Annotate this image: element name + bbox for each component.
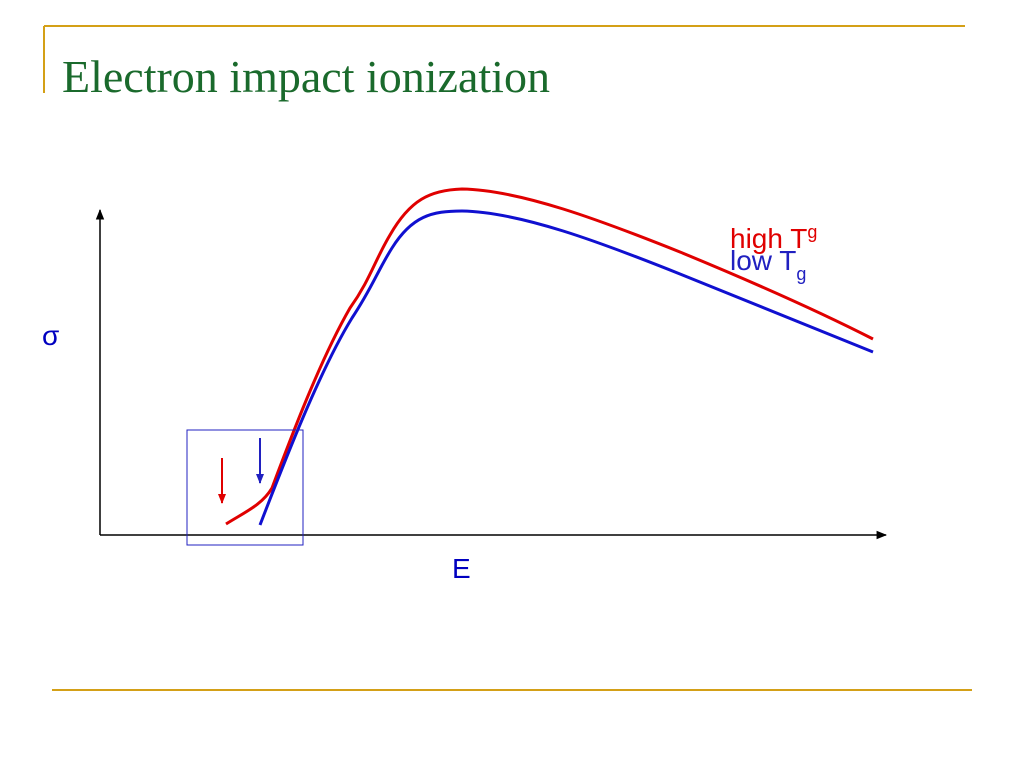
zoom-box [186,429,304,546]
curve-high [225,187,874,526]
x-axis-label: E [452,553,471,584]
curve-label-low: low Tg [730,245,806,284]
curve-low [258,209,874,526]
curve-label-high: high Tg [730,222,817,254]
label-subscript: g [807,222,817,242]
slide-title: Electron impact ionization [62,51,550,102]
label-text: low T [730,245,796,276]
label-text: high T [730,223,807,254]
label-subscript: g [796,264,806,284]
y-axis-label: σ [42,320,59,351]
decor-lines [43,25,972,691]
